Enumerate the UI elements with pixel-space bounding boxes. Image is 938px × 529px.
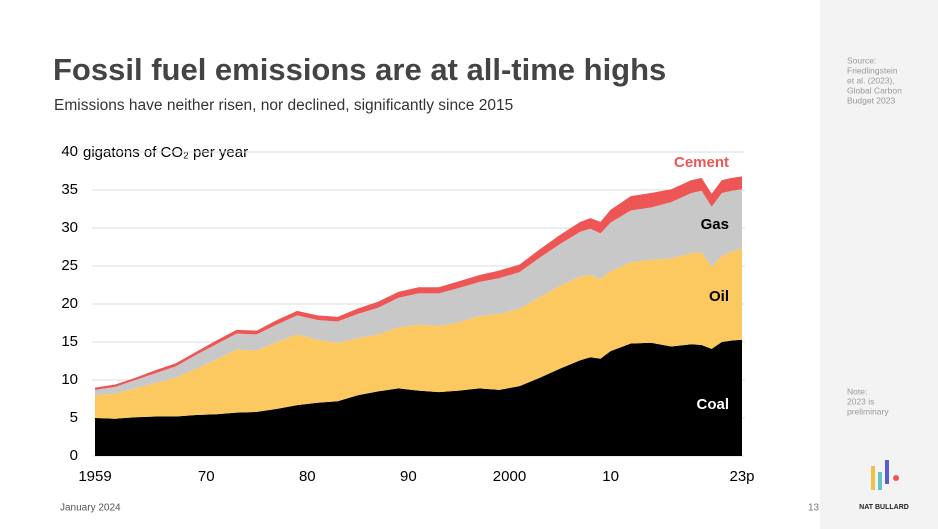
sidebar-text: et al. (2023), bbox=[847, 75, 895, 85]
area bbox=[95, 339, 742, 456]
area bbox=[95, 176, 742, 390]
x-tick-label: 90 bbox=[400, 468, 417, 485]
y-tick-label: 30 bbox=[61, 219, 78, 236]
y-tick-label: 15 bbox=[61, 333, 78, 350]
y-tick-label: 20 bbox=[61, 295, 78, 312]
x-tick-label: 70 bbox=[198, 468, 215, 485]
logo-bar bbox=[885, 460, 889, 484]
y-tick-label: 40 bbox=[61, 143, 78, 160]
series-label: Coal bbox=[696, 396, 729, 413]
sidebar-text: Source: bbox=[847, 55, 876, 65]
y-tick-label: 5 bbox=[70, 409, 78, 426]
logo-dot bbox=[893, 475, 899, 481]
series-label: Oil bbox=[709, 288, 729, 305]
footer-date: January 2024 bbox=[60, 503, 121, 514]
page-number: 13 bbox=[808, 503, 820, 514]
y-tick-label: 0 bbox=[70, 447, 78, 464]
brand: NAT BULLARD bbox=[859, 504, 909, 511]
x-tick-label: 1959 bbox=[78, 468, 111, 485]
logo bbox=[871, 460, 899, 490]
sidebar-text: Note: bbox=[847, 386, 867, 396]
plot bbox=[92, 151, 745, 457]
chart-subtitle: Emissions have neither risen, nor declin… bbox=[54, 97, 513, 114]
x-tick-label: 2000 bbox=[493, 468, 526, 485]
chart-title: Fossil fuel emissions are at all-time hi… bbox=[53, 52, 666, 87]
y-tick-label: 25 bbox=[61, 257, 78, 274]
area bbox=[95, 248, 742, 419]
x-tick-label: 80 bbox=[299, 468, 316, 485]
y-tick-label: 10 bbox=[61, 371, 78, 388]
sidebar-text: Global Carbon bbox=[847, 85, 902, 95]
series-label: Cement bbox=[674, 154, 729, 171]
sidebar bbox=[820, 0, 938, 529]
sidebar-text: preliminary bbox=[847, 406, 889, 416]
sidebar-text: Budget 2023 bbox=[847, 95, 895, 105]
area bbox=[95, 189, 742, 396]
sidebar-text: 2023 is bbox=[847, 396, 874, 406]
logo-bar bbox=[878, 472, 882, 490]
y-tick-label: 35 bbox=[61, 181, 78, 198]
sidebar-text: Friedlingstein bbox=[847, 65, 898, 75]
x-tick-label: 23p bbox=[729, 468, 754, 485]
x-tick-label: 10 bbox=[602, 468, 619, 485]
series-label: Gas bbox=[701, 216, 729, 233]
logo-bar bbox=[871, 466, 875, 490]
